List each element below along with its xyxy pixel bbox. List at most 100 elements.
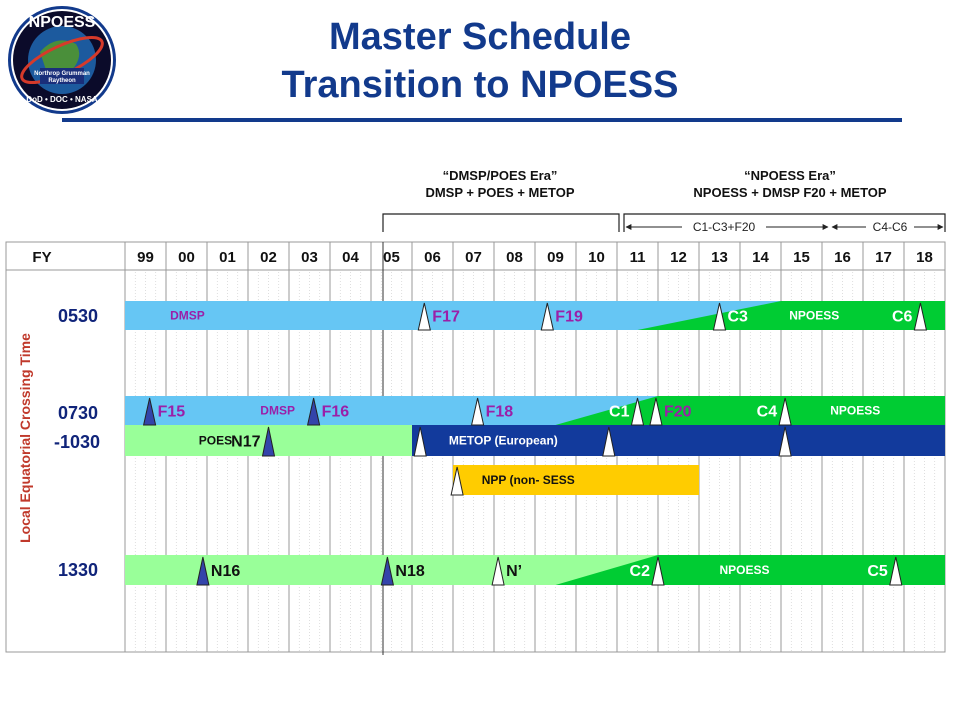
launch-marker-f15	[142, 397, 157, 426]
launch-marker-c4	[778, 397, 792, 426]
launch-label: F16	[322, 404, 350, 421]
era-npoess: “NPOESS Era” NPOESS + DMSP F20 + METOP	[640, 167, 940, 201]
launch-marker-f20	[649, 397, 663, 426]
x-tick-label: 11	[630, 249, 646, 266]
x-tick-label: 07	[465, 249, 482, 266]
launch-label: F20	[664, 404, 692, 421]
launch-marker-f17	[417, 302, 431, 331]
x-tick-label: 10	[588, 249, 605, 266]
y-axis-label: Local Equatorial Crossing Time	[17, 333, 33, 543]
launch-marker-c6	[913, 302, 928, 331]
x-tick-label: 05	[383, 249, 400, 266]
svg-text:DoD • DOC • NASA: DoD • DOC • NASA	[26, 95, 98, 104]
orbit-label-1030: -1030	[54, 432, 101, 452]
bar-label: POES	[199, 434, 232, 448]
era-dmsp-poes-title: “DMSP/POES Era”	[442, 168, 558, 183]
era-dmsp-poes-subtitle: DMSP + POES + METOP	[425, 185, 575, 200]
x-tick-label: 15	[793, 249, 810, 266]
x-tick-label: 18	[916, 249, 933, 266]
x-tick-label: 17	[875, 249, 892, 266]
launch-marker-f18	[470, 397, 485, 426]
launch-marker	[450, 466, 464, 496]
launch-label: C6	[892, 309, 913, 326]
x-tick-label: 00	[178, 249, 195, 266]
range-label-c4-c6: C4-C6	[873, 220, 908, 234]
range-label-c1-c3: C1-C3+F20	[693, 220, 756, 234]
launch-label: C4	[757, 404, 778, 421]
launch-marker-f19	[540, 302, 554, 331]
chart-launches: F17 F19 C3 C6 F15 F16 F18 C1 F20 C4 N17 N16 N18 N’ C2 C…	[142, 302, 928, 586]
page-title-line2: Transition to NPOESS	[281, 64, 679, 106]
launch-label: C3	[728, 309, 749, 326]
x-tick-label: 99	[137, 249, 154, 266]
launch-label: F17	[432, 309, 460, 326]
x-tick-label: 02	[260, 249, 277, 266]
launch-label: N16	[211, 563, 240, 580]
era-npoess-subtitle: NPOESS + DMSP F20 + METOP	[693, 185, 887, 200]
x-tick-label: 08	[506, 249, 523, 266]
x-tick-label: 06	[424, 249, 441, 266]
bar-label: NPOESS	[789, 309, 839, 323]
launch-label: N17	[231, 434, 260, 451]
launch-marker	[413, 426, 427, 457]
chart-axis: FY 99 00 01 02 03 04 05 06 07 08 09 10 11 12 13 14 15 16 17…	[32, 249, 932, 266]
bar-npoess	[637, 301, 945, 330]
launch-marker-n	[491, 556, 505, 586]
orbit-label-0730: 0730	[58, 403, 99, 423]
launch-marker-c2	[651, 556, 665, 586]
era-bracket-npoess	[623, 213, 946, 232]
range-label-bg	[682, 220, 766, 234]
x-tick-label: 14	[752, 249, 769, 266]
launch-label: F15	[158, 404, 186, 421]
title-underline	[62, 118, 902, 122]
orbit-label-1330: 1330	[58, 560, 99, 580]
launch-marker-c5	[889, 556, 903, 586]
orbit-label-0530: 0530	[58, 306, 99, 326]
x-tick-label: 04	[342, 249, 359, 266]
launch-label: C5	[867, 563, 888, 580]
launch-marker-n17	[261, 426, 276, 457]
era-bracket-dmsp-poes	[382, 213, 620, 232]
era-npoess-title: “NPOESS Era”	[744, 168, 836, 183]
launch-marker	[602, 426, 616, 457]
x-tick-label: 16	[834, 249, 851, 266]
x-axis-label: FY	[32, 249, 51, 266]
bar-label: DMSP	[170, 309, 205, 323]
bar-label: NPP (non- SESS	[482, 473, 575, 487]
launch-marker-n18	[380, 556, 395, 586]
launch-label: F18	[486, 404, 514, 421]
bar-label: NPOESS	[720, 563, 770, 577]
svg-text:Raytheon: Raytheon	[48, 78, 76, 84]
x-tick-label: 12	[670, 249, 687, 266]
bar-npp-non-sess	[453, 465, 699, 495]
launch-marker-f16	[306, 397, 321, 426]
svg-text:Northrop Grumman: Northrop Grumman	[34, 71, 90, 77]
launch-label: C1	[609, 404, 630, 421]
launch-label: N’	[506, 563, 522, 580]
launch-marker-n16	[196, 556, 210, 586]
range-label-bg	[866, 220, 914, 234]
bar-label: METOP (European)	[449, 434, 558, 448]
era-dmsp-poes: “DMSP/POES Era” DMSP + POES + METOP	[380, 167, 620, 201]
x-tick-label: 13	[711, 249, 728, 266]
bar-npoess	[555, 555, 945, 585]
page-title-line1: Master Schedule	[329, 16, 631, 58]
bar-metop-european-	[412, 425, 945, 456]
launch-label: N18	[395, 563, 424, 580]
x-tick-label: 03	[301, 249, 318, 266]
bar-label: NPOESS	[830, 404, 880, 418]
launch-marker	[778, 426, 792, 457]
npoess-logo: NPOESS Northrop Grumman Raytheon DoD • D…	[8, 6, 116, 114]
chart-era-brackets: C1-C3+F20 C4-C6	[382, 213, 946, 234]
launch-label: F19	[555, 309, 583, 326]
bar-label: DMSP	[260, 404, 295, 418]
x-tick-label: 09	[547, 249, 564, 266]
launch-label: C2	[630, 563, 651, 580]
x-tick-label: 01	[219, 249, 236, 266]
launch-marker-c3	[712, 302, 727, 331]
chart-bars	[125, 301, 945, 585]
launch-marker-c1	[630, 397, 645, 426]
chart-bar-labels: DMSP NPOESS DMSP NPOESS POES METOP (European)…	[170, 309, 880, 578]
svg-text:NPOESS: NPOESS	[29, 14, 96, 31]
